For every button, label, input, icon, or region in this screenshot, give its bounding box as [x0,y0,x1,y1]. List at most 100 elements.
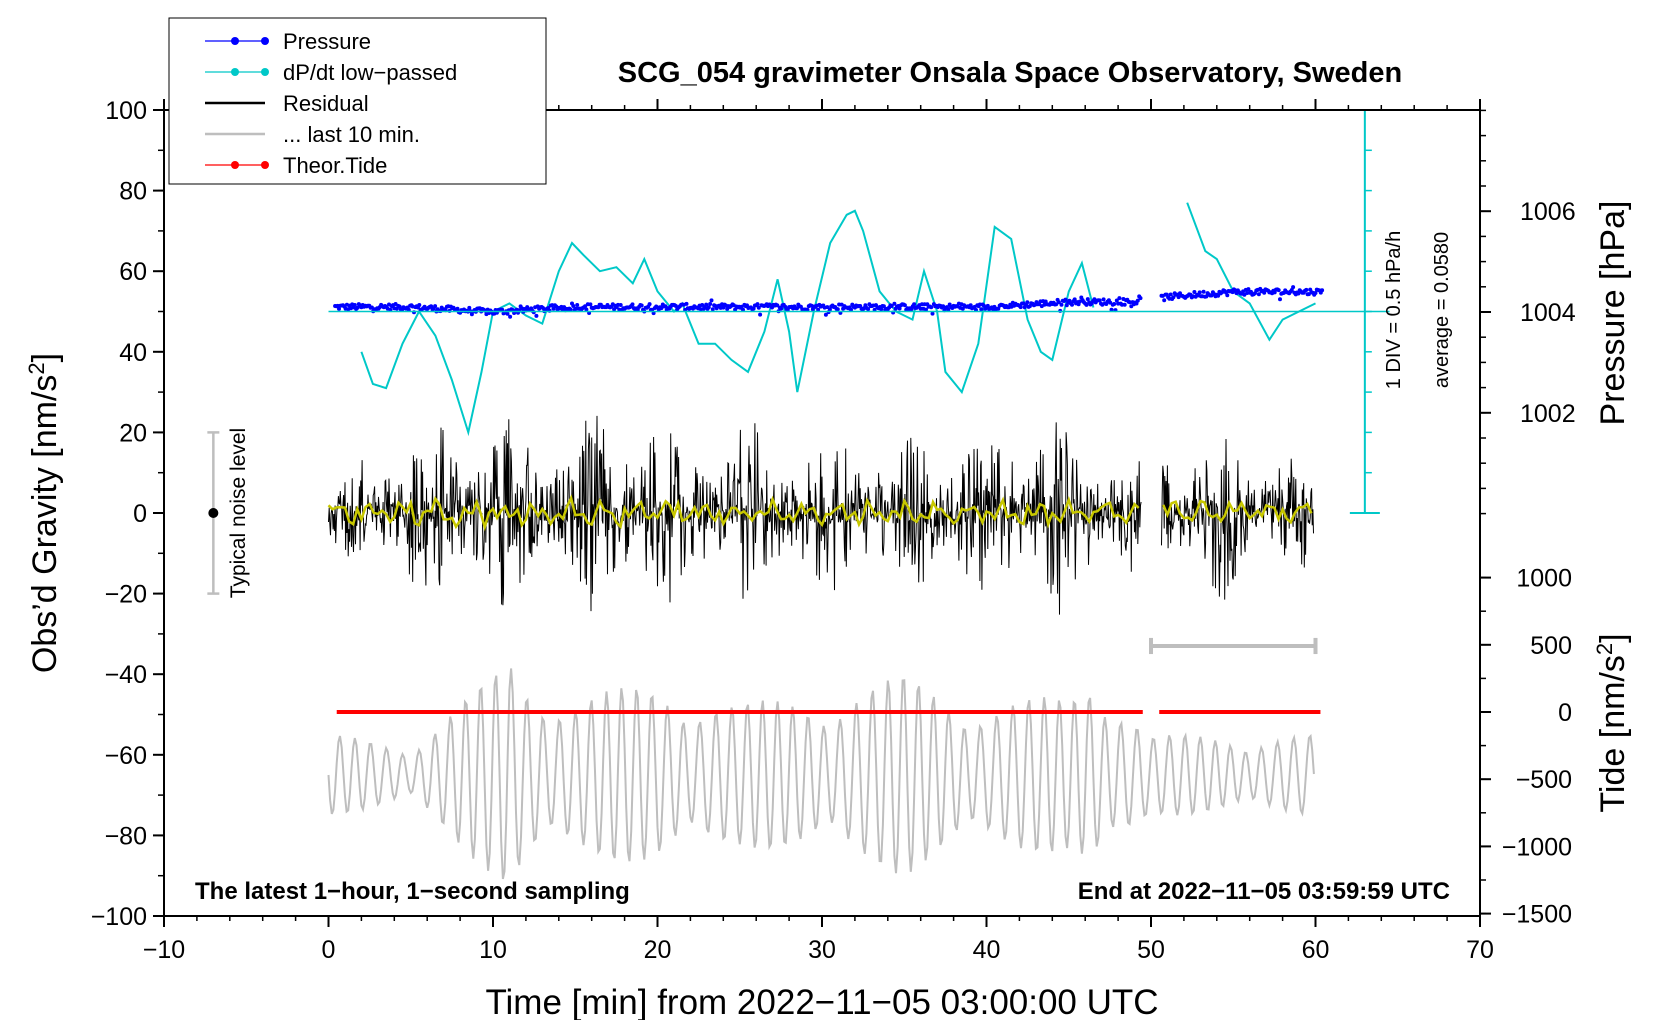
pressure-point [551,306,556,311]
pressure-point [709,298,714,303]
pressure-point [1225,293,1230,298]
pressure-point [575,303,580,307]
pressure-point [505,311,510,316]
chart-title: SCG_054 gravimeter Onsala Space Observat… [618,57,1402,89]
x-tick-label: 20 [644,936,672,964]
y-axis-label-left: Obs’d Gravity [nm/s2] [24,353,64,673]
tide-tick-label: 0 [1558,699,1572,727]
dpdt-series [360,202,1316,437]
pressure-point [1168,292,1173,297]
y-tick-label: 20 [119,419,147,447]
pressure-point [1056,300,1061,305]
pressure-tick-label: 1006 [1520,198,1576,226]
pressure-point [455,306,460,311]
dpdt-line-part1 [360,209,1095,437]
legend-entry: dP/dt low−passed [205,60,457,85]
pressure-point [1018,305,1023,310]
pressure-point [1097,298,1102,303]
legend-box [168,17,547,185]
legend-swatch-dot [261,161,269,169]
pressure-point [1262,290,1267,295]
pressure-point [639,303,644,308]
pressure-tick-label: 1004 [1520,299,1576,327]
legend-entry: ... last 10 min. [205,122,420,147]
y-axis-label-tide: Tide [nm/s2] [1592,633,1632,812]
y-tick-label: 60 [119,258,147,286]
axis-ticks: −10 0 10 20 30 40 50 60 70−100−80−60−40−20020406… [91,97,1494,964]
legend-entry: Residual [205,91,369,116]
pressure-point [823,312,828,317]
pressure-point [1291,285,1296,290]
smoothed-line-part2 [1162,499,1313,525]
pressure-point [1276,288,1281,293]
y-label-tide-main: Tide [nm/s [1594,655,1632,812]
residual-line-part1 [328,415,1142,615]
pressure-point [710,307,715,312]
y-tick-label: −100 [91,903,147,931]
legend-label: Residual [283,91,369,116]
last-10-min-series [327,637,1318,880]
average-label: average = 0.0580 [1431,232,1453,388]
pressure-point [897,306,902,311]
y-axis-label-pressure: Pressure [hPa] [1594,201,1632,426]
pressure-point [779,306,784,311]
pressure-point [1084,302,1089,307]
pressure-point [708,302,713,306]
x-tick-label: 60 [1302,936,1330,964]
pressure-point [1085,297,1090,302]
legend-swatch-dot [261,37,269,45]
y-label-left-end: ] [26,353,64,362]
pressure-point [1201,289,1206,294]
pressure-point [568,307,573,312]
dpdt-div-scale [328,109,1390,514]
x-tick-label: 40 [973,936,1001,964]
pressure-point [417,303,422,307]
pressure-point [1059,302,1064,307]
residual-line-part2 [1161,438,1314,600]
x-tick-label: 50 [1137,936,1165,964]
y-tick-label: 40 [119,339,147,367]
x-tick-label: 30 [808,936,836,964]
pressure-point [337,306,341,311]
pressure-point [827,307,832,312]
legend-swatch-dot [231,37,239,45]
pressure-point [825,305,830,310]
pressure-point [1135,298,1140,303]
pressure-point [1101,297,1106,302]
pressure-point [429,304,434,309]
pressure-point [912,302,917,307]
pressure-tick-label: 1002 [1520,400,1576,428]
pressure-point [1278,297,1282,302]
pressure-point [1112,302,1117,306]
legend-label: Pressure [283,29,371,54]
pressure-point [1063,297,1068,302]
pressure-point [985,303,990,308]
y-tick-label: 0 [133,500,147,528]
pressure-point [1072,297,1077,302]
pressure-point [751,306,756,311]
pressure-point [775,303,780,308]
pressure-point [996,306,1001,311]
y-label-left-main: Obs’d Gravity [nm/s [26,375,64,674]
x-tick-label: 70 [1466,936,1494,964]
pressure-point [355,305,360,310]
pressure-point [1025,300,1030,305]
y-label-tide-end: ] [1594,633,1632,642]
legend-items: Pressure dP/dt low−passed Residual ... last… [205,29,457,178]
pressure-point [647,302,652,307]
pressure-point [706,305,711,310]
tide-tick-label: −1000 [1502,833,1572,861]
pressure-point [1114,298,1119,303]
pressure-point [1256,292,1261,297]
x-axis-label: Time [min] from 2022−11−05 03:00:00 UTC [485,983,1158,1020]
tide-tick-label: 1000 [1516,565,1572,593]
y-tick-label: −20 [105,581,147,609]
pressure-point [816,307,821,312]
pressure-point [1171,295,1176,300]
tide-tick-label: −1500 [1502,901,1572,929]
pressure-point [584,307,589,312]
pressure-point [704,302,709,307]
tide-tick-label: 500 [1530,632,1572,660]
last-10-min-line [327,668,1315,880]
pressure-point [534,313,539,318]
